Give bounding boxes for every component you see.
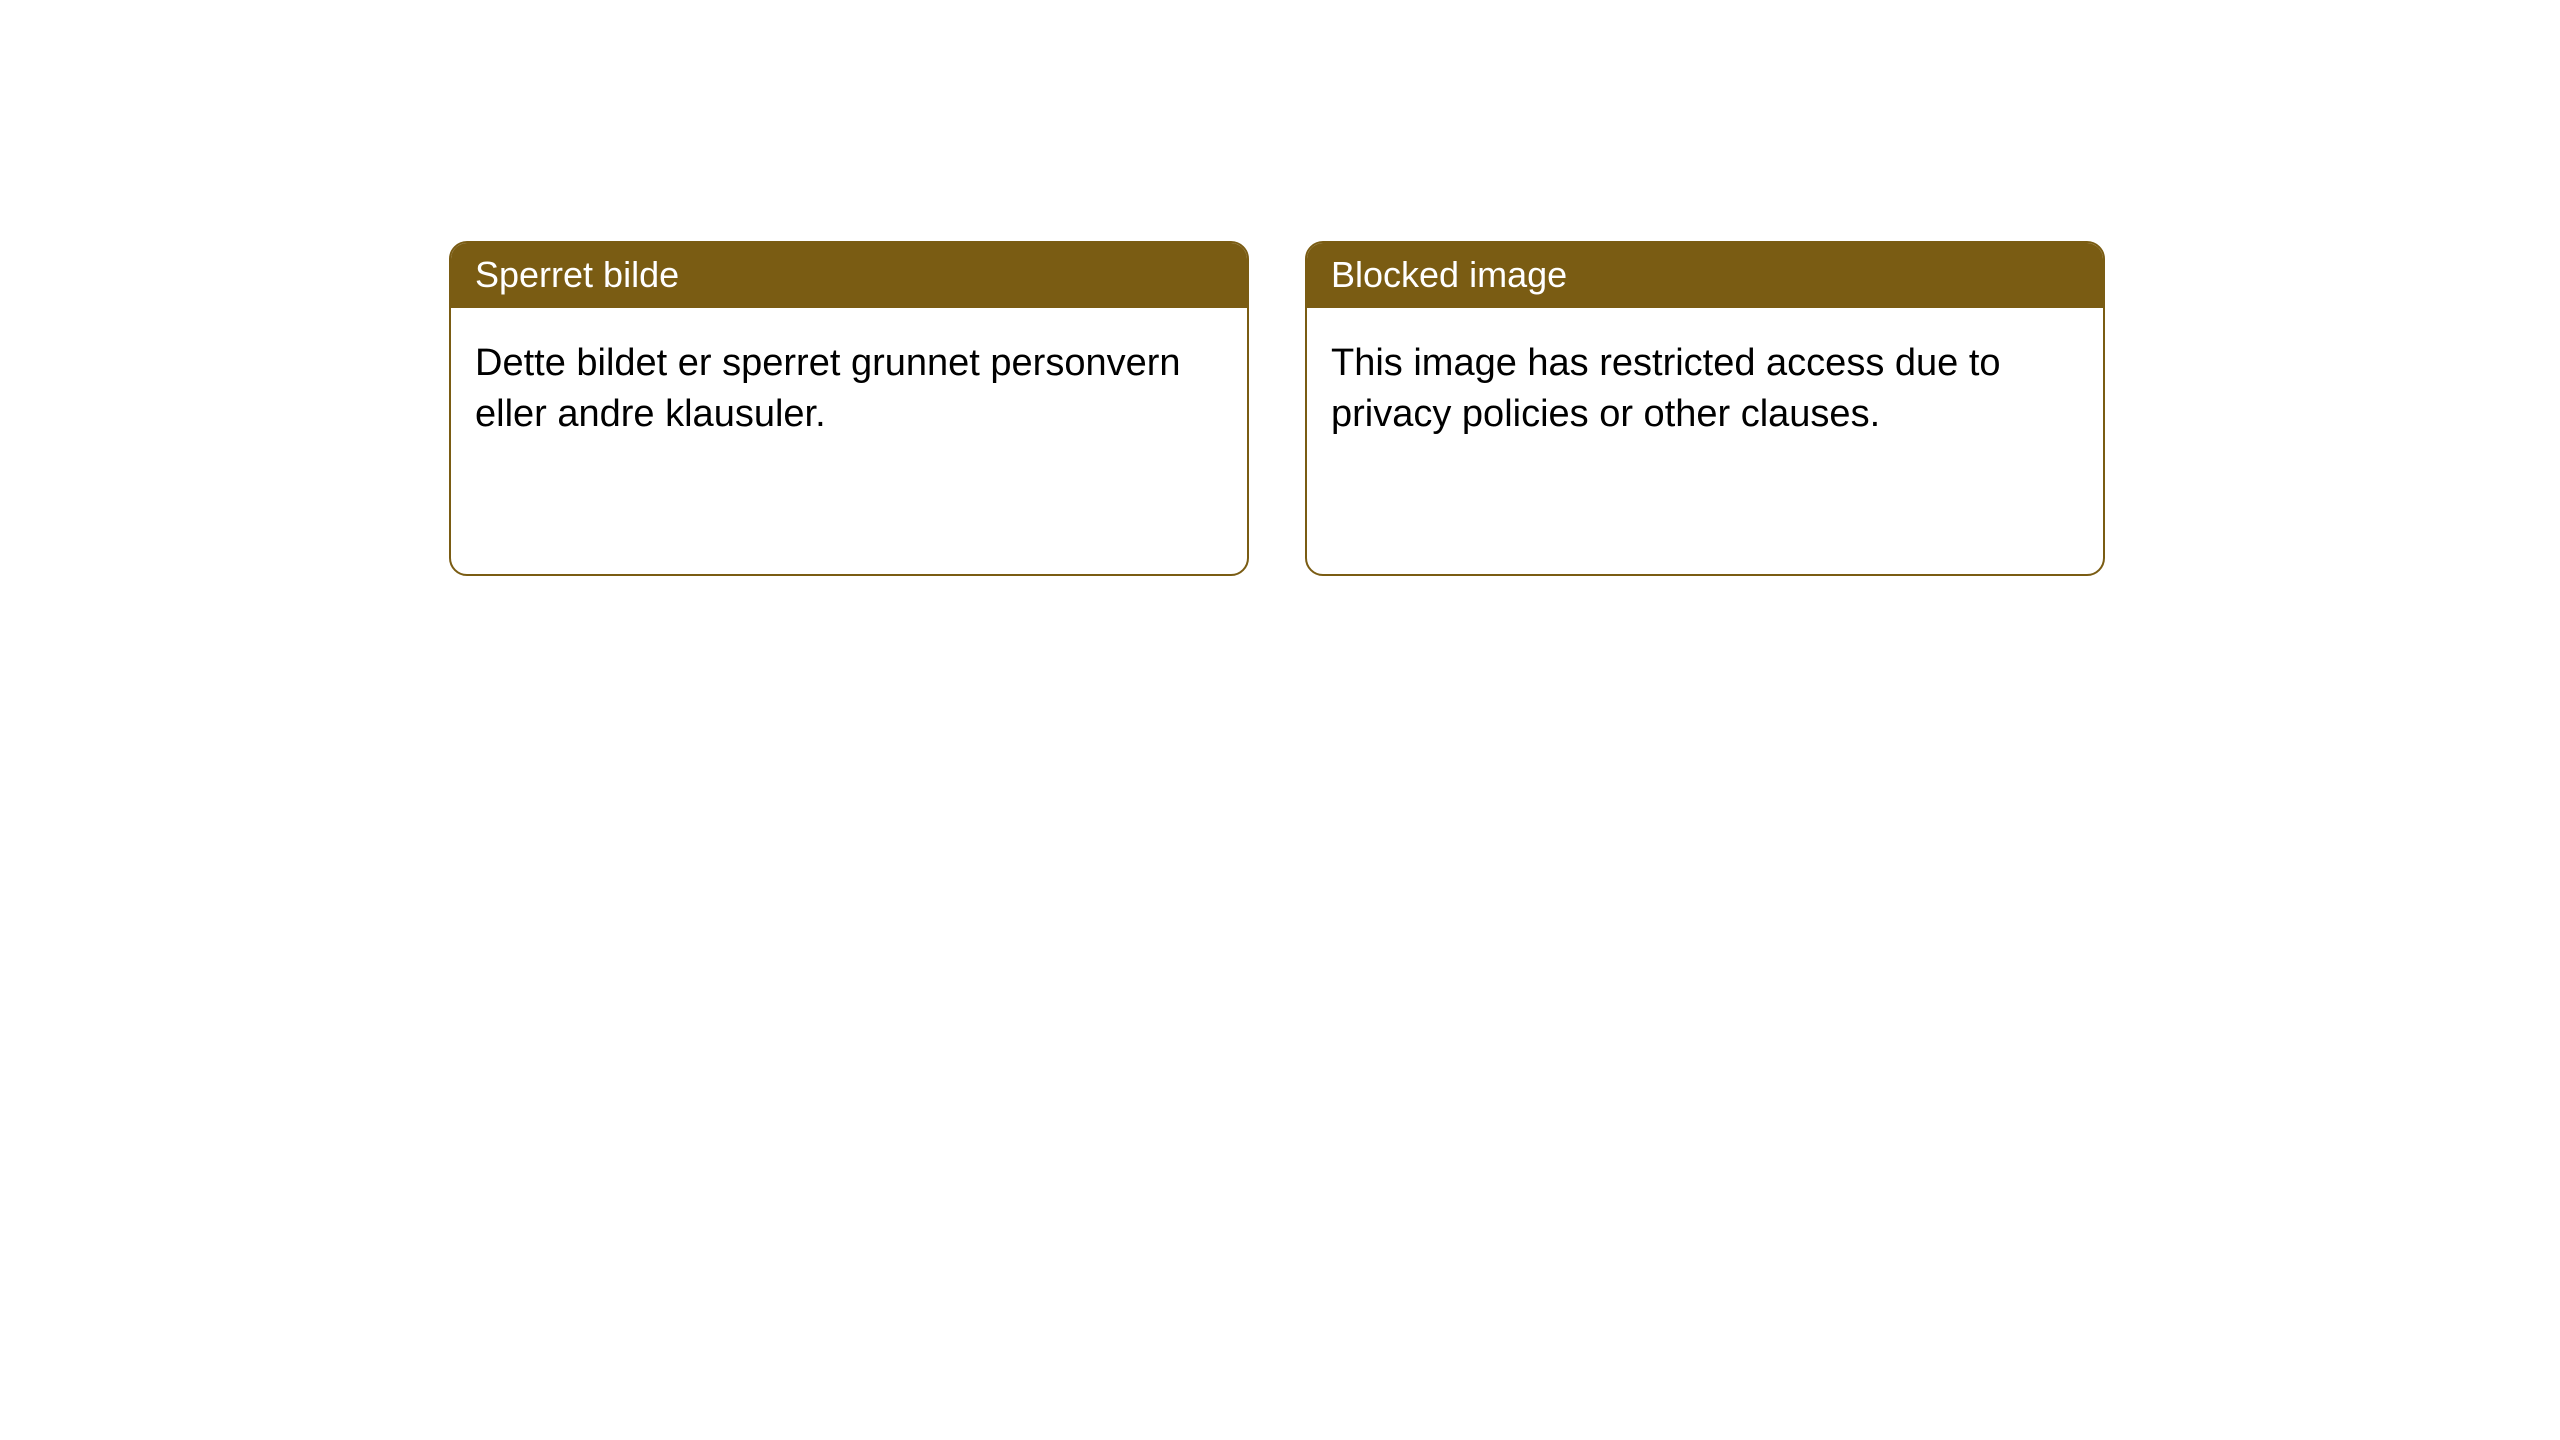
notice-card-english: Blocked image This image has restricted … bbox=[1305, 241, 2105, 576]
card-body: This image has restricted access due to … bbox=[1307, 308, 2103, 471]
card-body: Dette bildet er sperret grunnet personve… bbox=[451, 308, 1247, 471]
card-title: Sperret bilde bbox=[475, 254, 679, 295]
card-title: Blocked image bbox=[1331, 254, 1567, 295]
card-header: Blocked image bbox=[1307, 243, 2103, 308]
card-header: Sperret bilde bbox=[451, 243, 1247, 308]
card-body-text: This image has restricted access due to … bbox=[1331, 342, 2001, 435]
card-body-text: Dette bildet er sperret grunnet personve… bbox=[475, 342, 1181, 435]
notice-cards-container: Sperret bilde Dette bildet er sperret gr… bbox=[449, 241, 2105, 576]
notice-card-norwegian: Sperret bilde Dette bildet er sperret gr… bbox=[449, 241, 1249, 576]
